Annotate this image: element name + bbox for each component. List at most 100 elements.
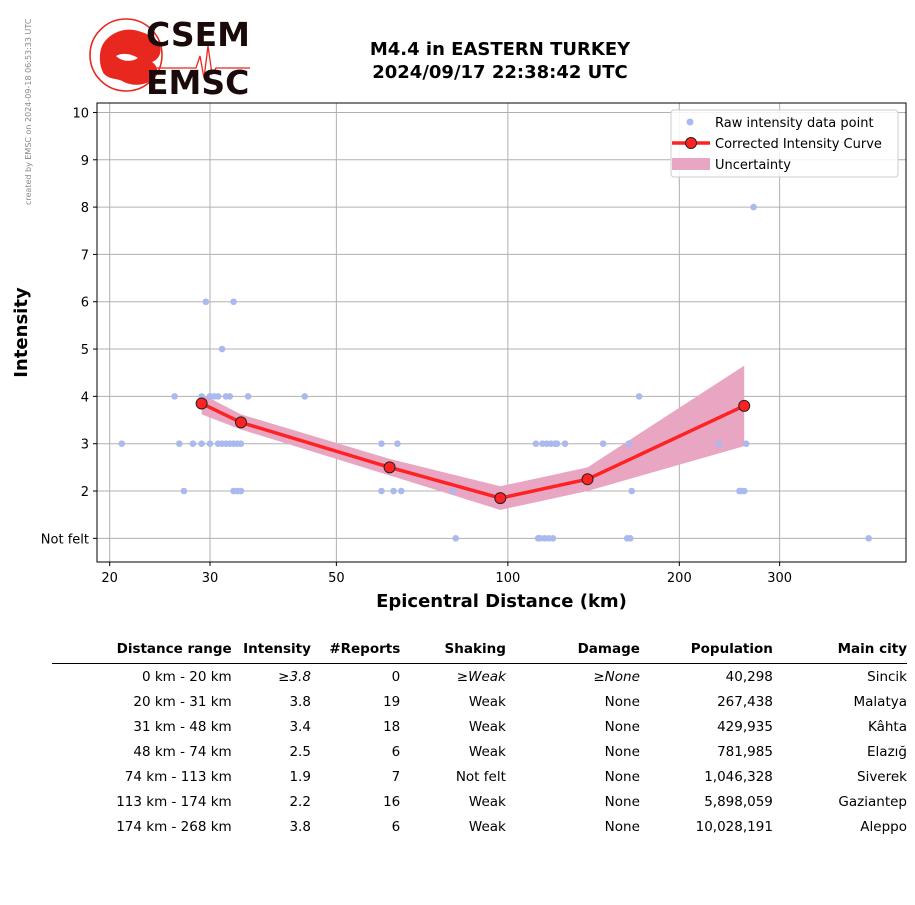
raw-intensity-point <box>171 393 178 400</box>
cell-shaking: Weak <box>468 818 506 835</box>
table-body: 0 km - 20 km ≥3.8 0 ≥Weak ≥None 40,298 Sincik 2… <box>52 664 907 840</box>
raw-intensity-point <box>237 487 245 495</box>
cell-damage: None <box>604 718 640 735</box>
cell-intensity: 2.5 <box>289 743 311 760</box>
raw-intensity-point <box>226 393 234 400</box>
cell-population: 781,985 <box>717 743 773 760</box>
cell-intensity: 3.8 <box>289 818 311 835</box>
legend-curve-label: Corrected Intensity Curve <box>715 137 882 152</box>
raw-intensity-point <box>715 440 723 448</box>
cell-main-city: Malatya <box>853 693 908 710</box>
y-tick-label: 9 <box>81 154 89 169</box>
raw-intensity-point <box>244 393 252 400</box>
raw-intensity-point <box>397 487 405 495</box>
y-tick-label: 4 <box>81 390 89 405</box>
table-row: 48 km - 74 km 2.5 6 Weak None 781,985 Elazığ <box>52 739 907 764</box>
cell-shaking: Weak <box>468 743 506 760</box>
raw-intensity-point <box>230 298 237 306</box>
raw-intensity-point <box>118 440 126 448</box>
raw-intensity-point <box>635 393 643 400</box>
x-axis-label: Epicentral Distance (km) <box>376 591 627 612</box>
raw-intensity-point <box>214 393 222 400</box>
cell-distance-range: 74 km - 113 km <box>124 768 232 785</box>
raw-intensity-point <box>628 487 636 495</box>
cell-main-city: Kâhta <box>867 718 907 735</box>
cell-reports: 18 <box>383 718 401 735</box>
uncertainty-band-layer <box>201 365 745 510</box>
legend-raw-marker <box>686 118 694 126</box>
x-tick-label: 200 <box>667 571 692 586</box>
emsc-logo: CSEM EMSC <box>88 15 258 102</box>
cell-shaking: Weak <box>468 793 506 810</box>
raw-intensity-point <box>176 440 183 448</box>
y-tick-label: 6 <box>81 296 89 311</box>
cell-shaking: Not felt <box>455 768 506 785</box>
corrected-intensity-line <box>200 401 745 500</box>
y-axis-label: Intensity <box>11 287 32 378</box>
raw-intensity-point <box>449 487 456 495</box>
table-row: 20 km - 31 km 3.8 19 Weak None 267,438 Malatya <box>52 689 907 714</box>
x-tick-label: 50 <box>328 571 345 586</box>
y-tick-label: 8 <box>81 201 89 216</box>
raw-intensity-point <box>561 440 569 448</box>
cell-main-city: Aleppo <box>860 818 907 835</box>
logo-bottom-text: EMSC <box>146 63 249 98</box>
intensity-chart: 20 30 50 100 200 300 Not felt 2 3 4 5 6 7 8 9 10 Epicen… <box>11 102 907 612</box>
cell-distance-range: 0 km - 20 km <box>141 668 232 685</box>
x-tick-label: 20 <box>101 571 118 586</box>
raw-intensity-point <box>532 440 540 448</box>
table-row: 174 km - 268 km 3.8 6 Weak None 10,028,191 Ale… <box>52 814 907 839</box>
title-line-2: 2024/09/17 22:38:42 UTC <box>372 62 628 83</box>
legend-box <box>670 109 899 178</box>
raw-intensity-point <box>390 487 397 495</box>
cell-population: 1,046,328 <box>704 768 773 785</box>
cell-shaking: ≥Weak <box>456 668 506 685</box>
raw-intensity-point <box>237 440 245 448</box>
intensity-summary-table: Distance range Intensity #Reports Shakin… <box>52 640 907 839</box>
y-tick-label: 7 <box>81 248 89 263</box>
cell-shaking: Weak <box>468 718 506 735</box>
logo-top-text: CSEM <box>146 16 250 54</box>
col-shaking: Shaking <box>400 640 506 664</box>
cell-reports: 6 <box>391 818 401 835</box>
page-title: M4.4 in EASTERN TURKEY 2024/09/17 22:38:… <box>300 38 700 84</box>
raw-intensity-point <box>206 440 214 448</box>
y-tick-label: 10 <box>72 106 89 121</box>
table-row: 0 km - 20 km ≥3.8 0 ≥Weak ≥None 40,298 Sincik <box>52 664 907 690</box>
raw-intensity-point <box>865 535 872 542</box>
table-header-row: Distance range Intensity #Reports Shakin… <box>52 640 907 664</box>
cell-damage: None <box>604 743 640 760</box>
cell-intensity: 3.4 <box>289 718 311 735</box>
raw-intensity-point <box>625 440 633 448</box>
cell-main-city: Sincik <box>867 668 907 685</box>
cell-reports: 7 <box>391 768 401 785</box>
legend-raw-label: Raw intensity data point <box>715 116 874 131</box>
legend-curve-marker <box>685 137 697 149</box>
table-row: 31 km - 48 km 3.4 18 Weak None 429,935 Kâhta <box>52 714 907 739</box>
intensity-curve-layer <box>195 397 751 505</box>
cell-population: 267,438 <box>717 693 773 710</box>
x-tick-label: 300 <box>767 571 792 586</box>
cell-population: 10,028,191 <box>695 818 773 835</box>
raw-intensity-point <box>202 298 210 306</box>
cell-intensity: 2.2 <box>289 793 311 810</box>
col-main-city: Main city <box>772 640 907 664</box>
title-line-1: M4.4 in EASTERN TURKEY <box>369 39 631 60</box>
cell-intensity: ≥3.8 <box>278 668 311 685</box>
raw-intensity-point <box>740 487 748 495</box>
raw-intensity-point <box>189 440 197 448</box>
cell-distance-range: 113 km - 174 km <box>116 793 232 810</box>
corrected-intensity-marker <box>494 492 507 505</box>
cell-reports: 0 <box>391 668 401 685</box>
col-reports: #Reports <box>310 640 401 664</box>
cell-damage: ≥None <box>593 668 640 685</box>
raw-intensity-point <box>599 440 607 448</box>
raw-intensity-point <box>549 535 557 542</box>
col-damage: Damage <box>505 640 640 664</box>
cell-main-city: Siverek <box>857 768 907 785</box>
col-intensity: Intensity <box>231 640 311 664</box>
x-tick-label: 30 <box>202 571 219 586</box>
y-tick-label: 2 <box>81 485 89 500</box>
raw-intensity-point <box>553 440 561 448</box>
raw-intensity-point <box>750 203 757 211</box>
